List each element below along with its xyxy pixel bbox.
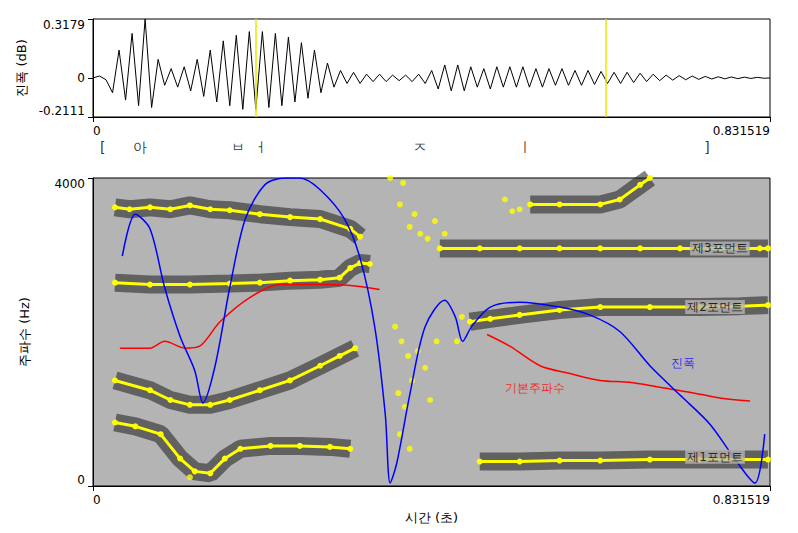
svg-text:진폭: 진폭: [671, 356, 695, 370]
svg-text:아: 아: [133, 139, 147, 155]
svg-text:기본주파수: 기본주파수: [505, 381, 565, 395]
svg-text:0: 0: [77, 71, 85, 85]
svg-text:4000: 4000: [54, 177, 85, 191]
svg-text:[: [: [100, 139, 105, 155]
svg-text:0.831519: 0.831519: [713, 493, 770, 507]
svg-text:주파수 (Hz): 주파수 (Hz): [17, 297, 32, 367]
svg-text:0: 0: [93, 493, 101, 507]
svg-text:진폭 (dB): 진폭 (dB): [14, 39, 29, 96]
svg-text:0.3179: 0.3179: [43, 18, 85, 32]
svg-text:ㅈ: ㅈ: [413, 139, 427, 155]
svg-text:0: 0: [77, 473, 85, 487]
svg-text:ㅣ: ㅣ: [518, 139, 532, 155]
svg-text:제2포먼트: 제2포먼트: [687, 300, 743, 314]
svg-text:제3포먼트: 제3포먼트: [692, 241, 748, 255]
svg-text:-0.2111: -0.2111: [39, 104, 85, 118]
svg-text:ㅓ: ㅓ: [254, 139, 268, 155]
svg-text:]: ]: [704, 139, 709, 155]
svg-text:0.831519: 0.831519: [713, 124, 770, 138]
svg-text:제1포먼트: 제1포먼트: [687, 450, 743, 464]
svg-text:시간 (초): 시간 (초): [405, 510, 458, 525]
svg-text:0: 0: [93, 124, 101, 138]
svg-text:ㅂ: ㅂ: [231, 139, 245, 155]
